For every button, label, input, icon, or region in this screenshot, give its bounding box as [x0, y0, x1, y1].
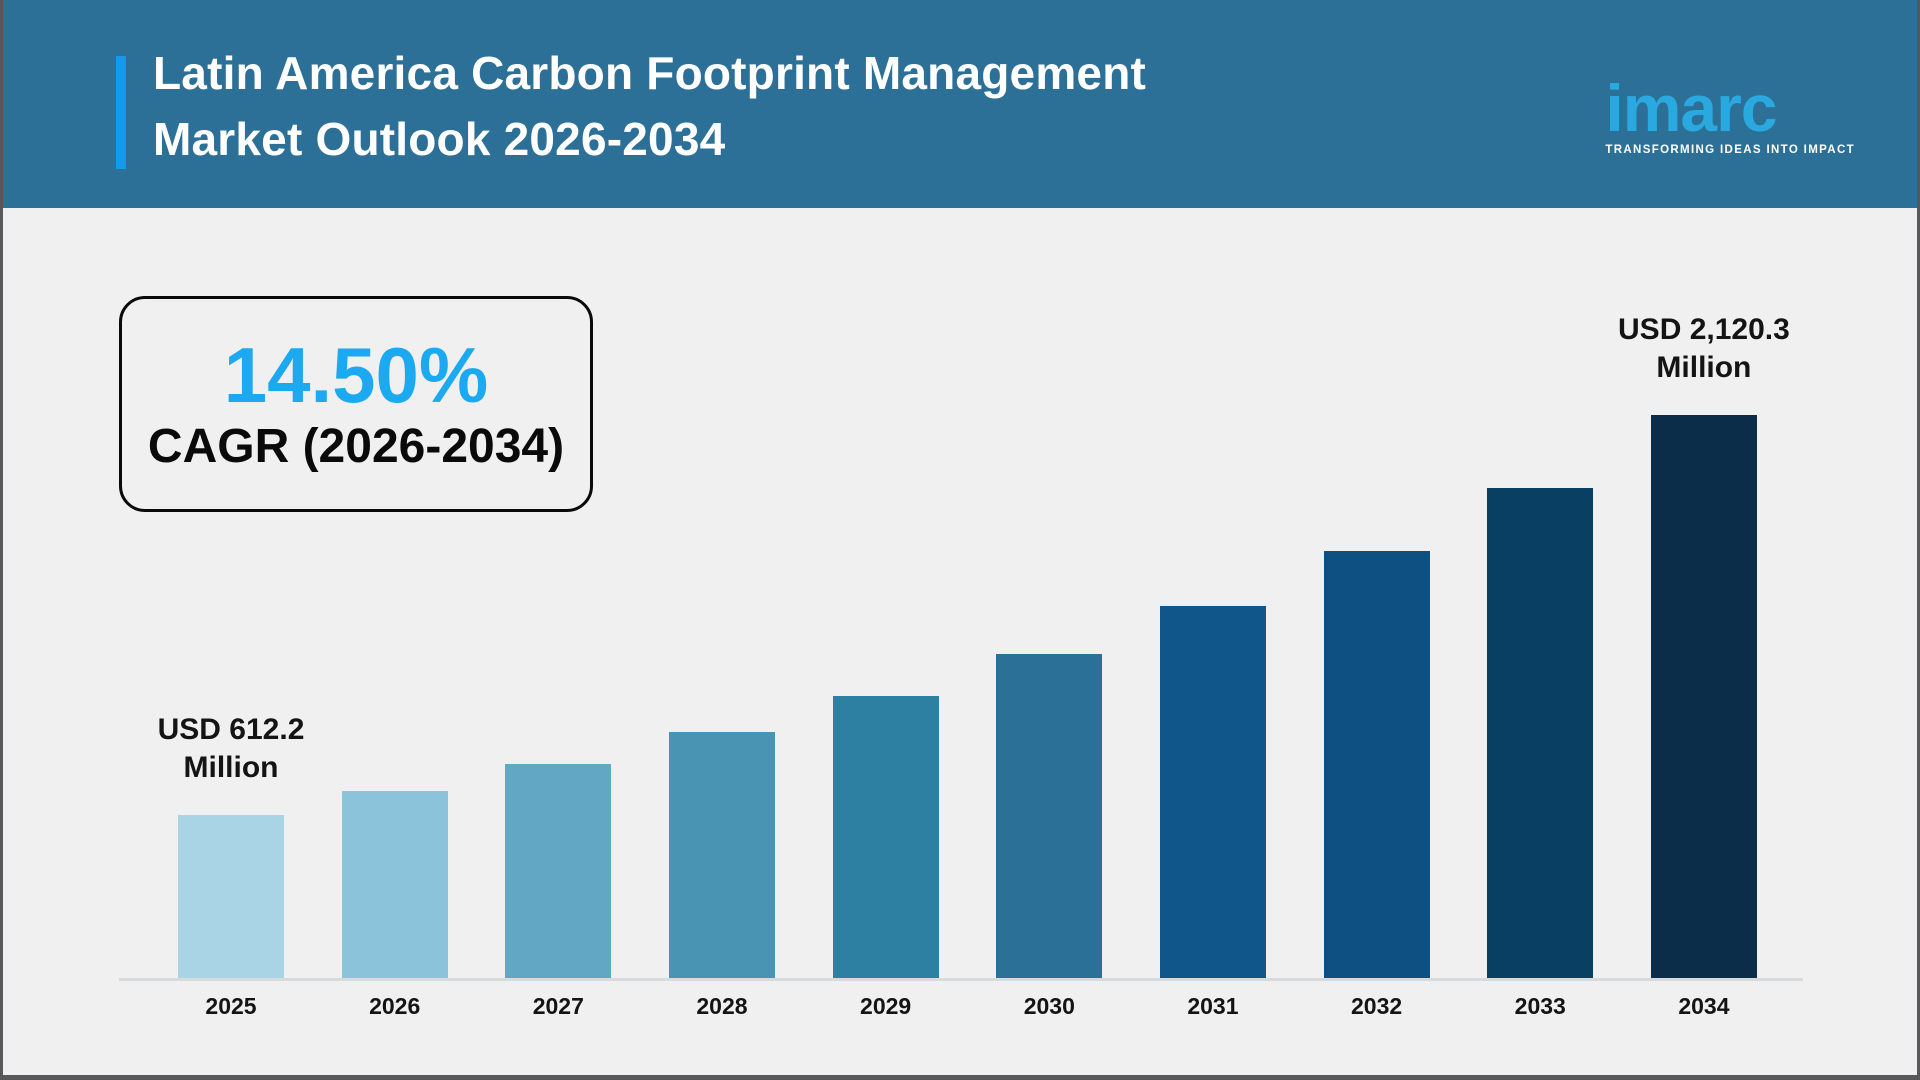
bar-col-2025: USD 612.2 Million 2025	[158, 415, 305, 1019]
x-axis-line	[119, 978, 1803, 981]
title-accent-bar	[116, 56, 126, 169]
bar-2031	[1159, 606, 1266, 978]
year-label-2026: 2026	[369, 993, 421, 1019]
bar-2032	[1323, 551, 1430, 978]
bar-2034	[1650, 415, 1757, 978]
bar-col-2026: 2026	[341, 415, 448, 1019]
year-label-2032: 2032	[1351, 993, 1403, 1019]
imarc-logo: imarc TRANSFORMING IDEAS INTO IMPACT	[1605, 71, 1855, 156]
bar-2029	[832, 696, 939, 978]
imarc-logo-wordmark: imarc	[1605, 71, 1777, 145]
bar-chart: USD 612.2 Million 2025 2026 2027 2028 2029 203…	[158, 313, 1790, 1019]
bar-col-2027: 2027	[505, 415, 612, 1019]
bar-2026	[341, 791, 448, 978]
year-label-2031: 2031	[1187, 993, 1239, 1019]
year-label-2029: 2029	[860, 993, 912, 1019]
year-label-2028: 2028	[696, 993, 748, 1019]
bar-col-2031: 2031	[1159, 415, 1266, 1019]
bar-col-2028: 2028	[668, 415, 775, 1019]
imarc-logo-tagline: TRANSFORMING IDEAS INTO IMPACT	[1605, 144, 1855, 156]
bar-2027	[505, 764, 612, 978]
year-label-2027: 2027	[532, 993, 584, 1019]
bar-2030	[996, 654, 1103, 978]
bar-value-label-2034: USD 2,120.3 Million	[1618, 313, 1790, 384]
year-label-2030: 2030	[1023, 993, 1075, 1019]
cagr-card: 14.50% CAGR (2026-2034)	[119, 296, 593, 512]
year-label-2025: 2025	[205, 993, 257, 1019]
cagr-value: 14.50%	[223, 331, 489, 419]
bar-value-label-2025: USD 612.2 Million	[157, 713, 305, 784]
bar-col-2030: 2030	[996, 415, 1103, 1019]
year-label-2033: 2033	[1514, 993, 1566, 1019]
bar-col-2029: 2029	[832, 415, 939, 1019]
cagr-label: CAGR (2026-2034)	[147, 420, 565, 473]
bar-col-2034: USD 2,120.3 Million 2034	[1618, 313, 1790, 1019]
bar-col-2033: 2033	[1487, 415, 1594, 1019]
page-title: Latin America Carbon Footprint Managemen…	[153, 40, 1146, 172]
header: Latin America Carbon Footprint Managemen…	[3, 0, 1917, 208]
bar-2025	[178, 815, 284, 978]
bar-2028	[668, 732, 775, 978]
bar-2033	[1487, 488, 1594, 978]
page-title-line-1: Latin America Carbon Footprint Managemen…	[153, 47, 1147, 99]
year-label-2034: 2034	[1678, 993, 1730, 1019]
bar-col-2032: 2032	[1323, 415, 1430, 1019]
page-title-line-2: Market Outlook 2026-2034	[153, 113, 726, 165]
